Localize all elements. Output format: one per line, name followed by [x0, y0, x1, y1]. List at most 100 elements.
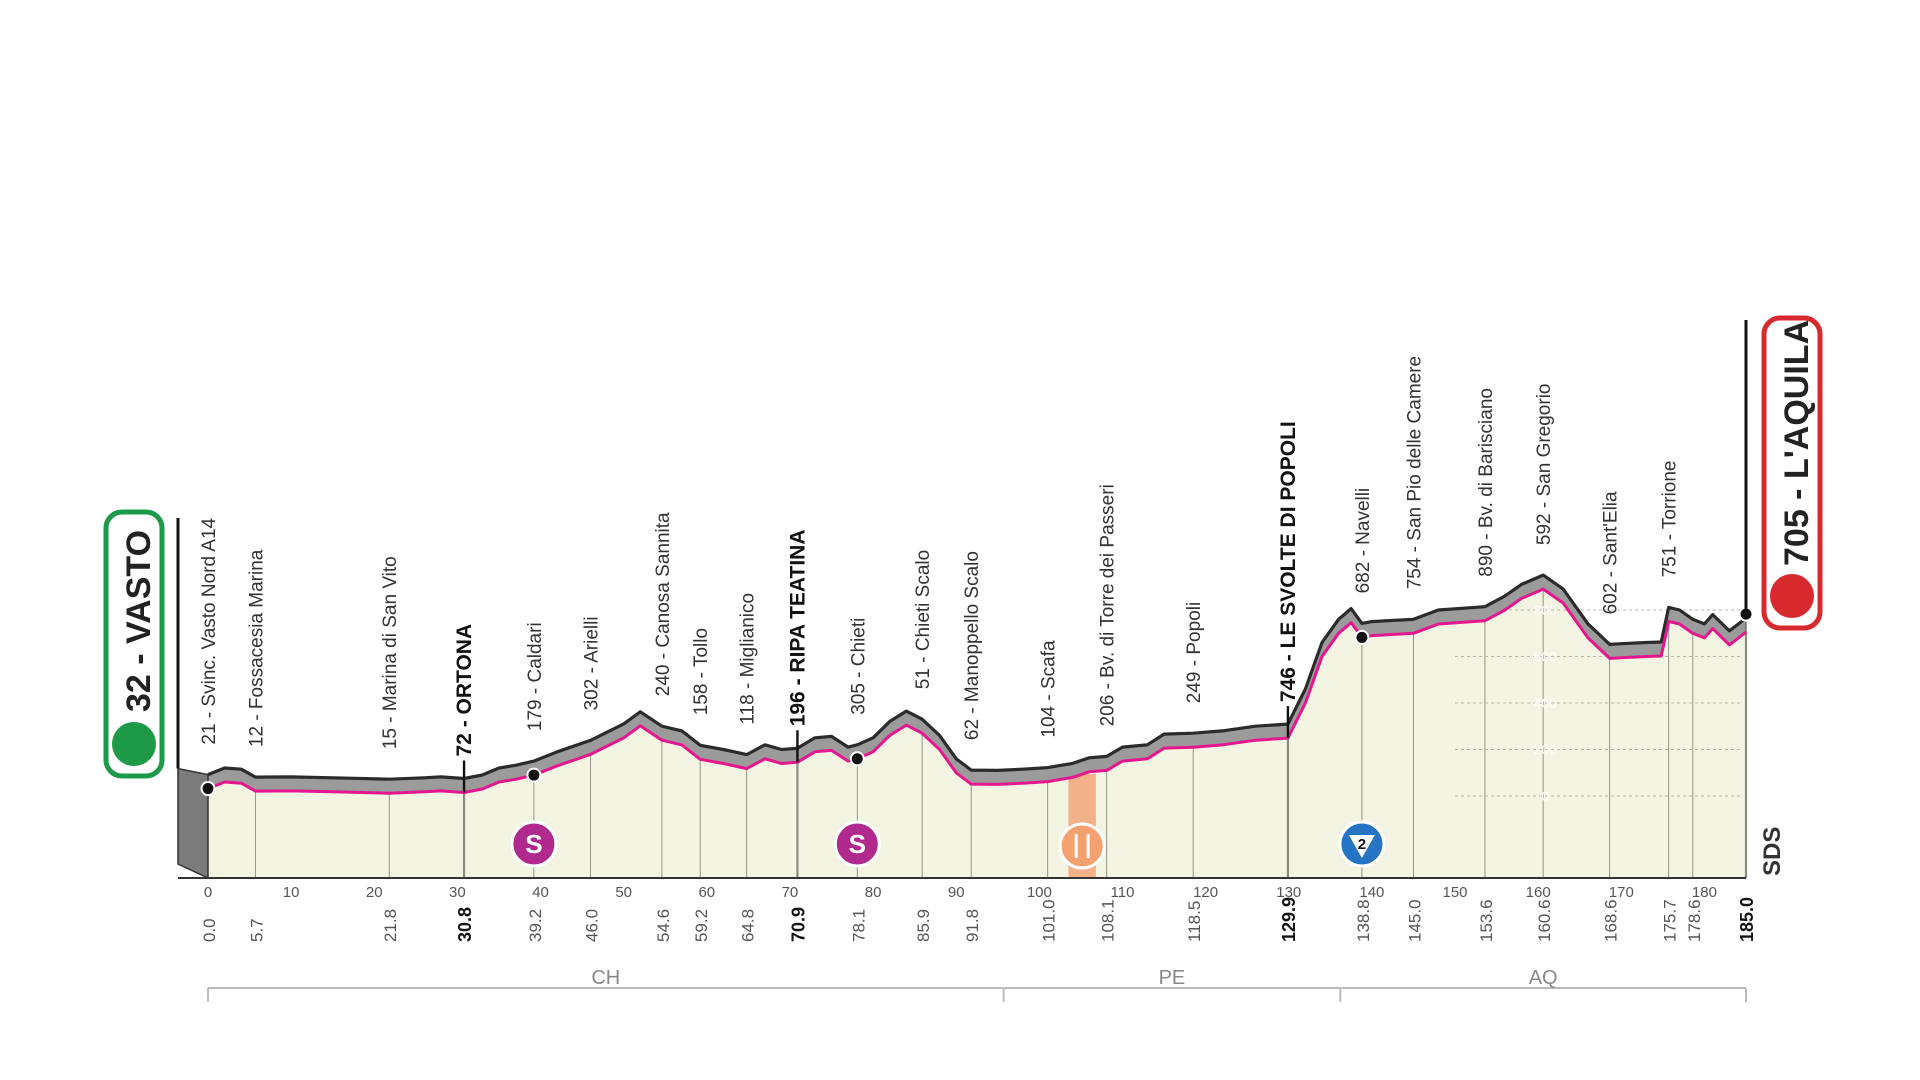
x-tick-130: 130	[1276, 884, 1301, 901]
km-label-10: 78.1	[849, 909, 868, 942]
km-label-7: 59.2	[692, 909, 711, 942]
km-label-3: 30.8	[455, 907, 475, 942]
waypoint-label-7: 158 - Tollo	[691, 628, 712, 715]
waypoint-label-17: 682 - Navelli	[1353, 488, 1374, 594]
km-label-9: 70.9	[788, 907, 808, 942]
altitude-tick-400: 400	[1533, 695, 1557, 711]
km-label-23: 178.6	[1685, 899, 1704, 942]
x-tick-70: 70	[782, 884, 799, 901]
profile-road-line	[207, 587, 1747, 795]
km-label-6: 54.6	[654, 909, 673, 942]
markers-layer: 32 - VASTO 705 - L'AQUILA S S 2	[103, 315, 1823, 870]
km-label-1: 5.7	[247, 918, 266, 942]
waypoint-label-20: 592 - San Gregorio	[1534, 384, 1555, 546]
waypoint-label-6: 240 - Canosa Sannita	[653, 512, 674, 696]
start-badge: 32 - VASTO	[103, 509, 165, 779]
region-label-aq: AQ	[1529, 967, 1558, 989]
waypoint-label-10: 305 - Chieti	[848, 618, 869, 715]
km-label-5: 46.0	[582, 909, 601, 942]
x-tick-100: 100	[1027, 884, 1052, 901]
sprint-badge-2	[833, 820, 881, 868]
finish-bike-icon	[1770, 574, 1814, 618]
waypoint-label-0: 21 - Svinc. Vasto Nord A14	[199, 517, 220, 744]
altitude-tick-200: 200	[1533, 742, 1557, 758]
sprint-1-dot	[526, 767, 542, 783]
x-tick-180: 180	[1692, 884, 1717, 901]
km-label-15: 118.5	[1185, 901, 1204, 942]
waypoint-label-9: 196 - RIPA TEATINA	[786, 529, 809, 726]
altitude-tick-800: 800	[1533, 602, 1557, 618]
km-label-0: 0.0	[200, 918, 219, 942]
kom-triangle-icon	[1348, 835, 1375, 858]
region-label-pe: PE	[1159, 967, 1186, 989]
km-label-2: 21.8	[381, 909, 400, 942]
region-label-ch: CH	[591, 967, 620, 989]
feed-zone-icon	[1058, 822, 1106, 870]
kom-1-dot	[1354, 629, 1370, 645]
sprint-badge-letter-2: S	[849, 829, 866, 859]
x-tick-50: 50	[615, 884, 632, 901]
waypoint-label-5: 302 - Arielli	[581, 616, 602, 710]
km-label-18: 145.0	[1406, 899, 1425, 942]
x-tick-120: 120	[1193, 884, 1218, 901]
km-label-4: 39.2	[526, 909, 545, 942]
waypoint-label-12: 62 - Manoppello Scalo	[962, 551, 983, 740]
km-label-16: 129.9	[1279, 897, 1299, 942]
x-tick-10: 10	[283, 884, 300, 901]
labels-layer: 21 - Svinc. Vasto Nord A14 0.0 12 - Fossac…	[199, 356, 1786, 1002]
x-tick-30: 30	[449, 884, 466, 901]
profile-top-edge	[207, 573, 1747, 781]
x-tick-60: 60	[698, 884, 715, 901]
waypoint-label-14: 206 - Bv. di Torre dei Passeri	[1098, 484, 1119, 726]
x-tick-20: 20	[366, 884, 383, 901]
km-label-17: 138.8	[1354, 899, 1373, 942]
sprint-badge-letter-1: S	[525, 829, 542, 859]
waypoint-label-18: 754 - San Pio delle Camere	[1405, 356, 1426, 589]
km-label-22: 175.7	[1661, 899, 1680, 942]
km-label-24: 185.0	[1737, 897, 1757, 942]
waypoint-label-8: 118 - Miglianico	[738, 593, 759, 725]
km-label-21: 168.6	[1602, 899, 1621, 942]
grid-layer	[207, 589, 1748, 878]
x-tick-170: 170	[1609, 884, 1634, 901]
waypoint-label-22: 751 - Torrione	[1660, 461, 1681, 578]
waypoint-label-11: 51 - Chieti Scalo	[913, 550, 934, 689]
km-label-20: 160.6	[1535, 899, 1554, 942]
finish-name: 705 - L'AQUILA	[1778, 320, 1816, 566]
km-label-19: 153.6	[1477, 899, 1496, 942]
start-name: 32 - VASTO	[120, 530, 158, 712]
waypoint-label-4: 179 - Caldari	[525, 622, 546, 731]
altitude-tick-600: 600	[1533, 649, 1557, 665]
x-tick-80: 80	[865, 884, 882, 901]
km-label-12: 91.8	[963, 909, 982, 942]
waypoint-label-15: 249 - Popoli	[1184, 602, 1205, 703]
kom-badge-number-1: 2	[1358, 836, 1366, 853]
finish-badge-frame	[1761, 315, 1823, 631]
x-tick-150: 150	[1443, 884, 1468, 901]
km-label-14: 108.1	[1099, 899, 1118, 942]
waypoint-label-3: 72 - ORTONA	[453, 624, 476, 757]
start-bike-icon	[112, 722, 156, 766]
x-tick-140: 140	[1359, 884, 1384, 901]
waypoint-label-16: 746 - LE SVOLTE DI POPOLI	[1277, 421, 1300, 702]
x-tick-0: 0	[204, 884, 212, 901]
km-label-13: 101.0	[1040, 899, 1059, 942]
sds-logo: SDS	[1759, 827, 1786, 876]
sprint-2-dot	[849, 751, 865, 767]
altitude-tick-0: 0	[1541, 788, 1549, 804]
waypoint-label-1: 12 - Fossacesia Marina	[246, 549, 267, 747]
sprint-badge-1	[510, 820, 558, 868]
finish-badge: 705 - L'AQUILA	[1761, 315, 1823, 631]
waypoint-label-21: 602 - Sant'Elia	[1601, 491, 1622, 614]
x-tick-90: 90	[948, 884, 965, 901]
waypoint-label-2: 15 - Marina di San Vito	[380, 556, 401, 749]
km-label-11: 85.9	[914, 909, 933, 942]
start-badge-frame	[103, 509, 165, 779]
waypoint-label-13: 104 - Scafa	[1039, 640, 1060, 738]
start-dot	[200, 781, 216, 797]
x-tick-160: 160	[1526, 884, 1551, 901]
waypoint-label-19: 890 - Bv. di Barisciano	[1476, 388, 1497, 577]
km-label-8: 64.8	[739, 909, 758, 942]
x-tick-40: 40	[532, 884, 549, 901]
